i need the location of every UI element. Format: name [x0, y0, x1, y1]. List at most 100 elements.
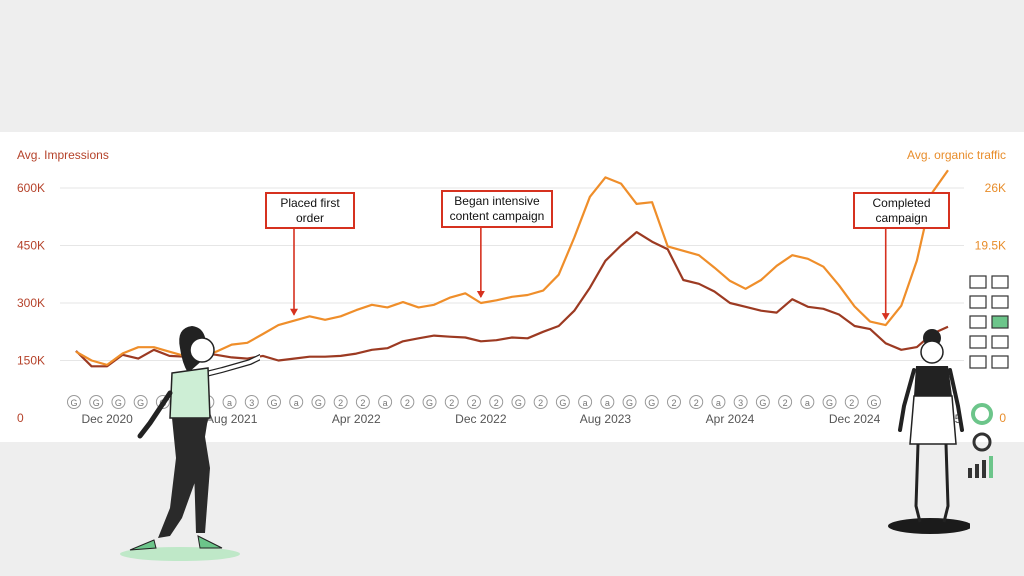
- event-marker-label: 3: [249, 398, 254, 408]
- event-marker-label: a: [583, 398, 588, 408]
- event-marker: [133, 395, 148, 409]
- event-marker: [378, 395, 393, 409]
- event-marker-label: a: [227, 398, 232, 408]
- event-marker: [422, 395, 437, 409]
- event-marker: [467, 395, 481, 409]
- left-tick-label: 0: [17, 411, 24, 425]
- event-marker: [400, 395, 415, 409]
- x-tick-label: Dec 2022: [455, 412, 507, 426]
- event-marker-label: 2: [694, 398, 699, 408]
- right-axis-title: Avg. organic traffic: [907, 148, 1006, 162]
- event-marker-label: 2: [471, 398, 476, 408]
- event-marker-label: 2: [538, 398, 543, 408]
- x-tick-label: Aug 2021: [206, 412, 258, 426]
- event-marker: [244, 395, 259, 409]
- x-tick-label: Dec 2020: [81, 412, 133, 426]
- annotation-arrowhead: [476, 291, 485, 298]
- event-marker: [667, 395, 681, 409]
- bar-chart-icon: [968, 456, 993, 478]
- x-tick-label: Apr 2024: [706, 412, 755, 426]
- event-marker: [778, 395, 793, 409]
- annotation-completed-campaign: Completed campaign: [853, 192, 950, 229]
- event-marker-label: G: [315, 398, 322, 408]
- event-marker-label: a: [716, 398, 721, 408]
- event-marker: [267, 395, 281, 409]
- event-marker: [333, 395, 348, 409]
- woman-standing-illustration: [888, 329, 970, 534]
- event-marker-label: G: [137, 398, 144, 408]
- event-marker-label: G: [93, 398, 100, 408]
- event-marker: [67, 395, 81, 409]
- event-marker-label: a: [605, 398, 610, 408]
- event-marker: [511, 395, 526, 409]
- event-marker-label: G: [70, 398, 77, 408]
- event-marker-label: G: [515, 398, 522, 408]
- left-tick-label: 300K: [17, 296, 45, 310]
- event-marker-label: 3: [738, 398, 743, 408]
- ring-icon: [972, 432, 992, 452]
- organic-traffic-line: [75, 169, 949, 366]
- annotation-arrowhead: [881, 313, 890, 321]
- event-marker: [600, 395, 615, 409]
- event-marker: [867, 395, 881, 409]
- event-marker: [689, 395, 704, 409]
- impressions-line: [75, 231, 949, 368]
- folder-icon: [969, 275, 1009, 369]
- event-marker-label: a: [294, 398, 299, 408]
- event-marker-label: a: [805, 398, 810, 408]
- event-marker: [444, 395, 459, 409]
- x-tick-label: Apr 2022: [332, 412, 381, 426]
- event-marker-label: G: [648, 398, 655, 408]
- event-marker: [800, 395, 815, 409]
- event-marker-label: G: [870, 398, 877, 408]
- annotation-began-content-campaign: Began intensive content campaign: [441, 190, 553, 228]
- event-marker: [89, 395, 104, 409]
- event-marker-label: 2: [783, 398, 788, 408]
- event-marker: [222, 395, 237, 409]
- event-marker: [111, 395, 126, 409]
- donut-chart-icon: [971, 403, 993, 425]
- event-marker-label: 2: [360, 398, 365, 408]
- event-marker: [533, 395, 548, 409]
- event-marker: [644, 395, 659, 409]
- x-tick-label: Dec 2024: [829, 412, 881, 426]
- event-marker: [622, 395, 637, 409]
- event-marker-label: 2: [405, 398, 410, 408]
- event-marker: [489, 395, 504, 409]
- event-marker-label: G: [759, 398, 766, 408]
- x-tick-label: Aug 2023: [580, 412, 632, 426]
- left-tick-label: 150K: [17, 354, 45, 368]
- event-marker-label: 2: [671, 398, 676, 408]
- event-marker-label: G: [826, 398, 833, 408]
- annotation-placed-first-order: Placed first order: [265, 192, 355, 229]
- event-marker: [733, 395, 748, 409]
- annotation-arrowhead: [290, 308, 298, 316]
- right-tick-label: 0: [999, 411, 1006, 425]
- event-marker-label: G: [115, 398, 122, 408]
- event-marker-label: G: [426, 398, 433, 408]
- event-marker-label: G: [270, 398, 277, 408]
- side-decoration-icons: [968, 275, 1009, 478]
- event-marker: [289, 395, 304, 409]
- right-tick-label: 26K: [985, 181, 1006, 195]
- event-marker: [555, 395, 570, 409]
- event-marker: [711, 395, 726, 409]
- event-marker-label: G: [626, 398, 633, 408]
- event-marker-label: G: [559, 398, 566, 408]
- woman-pointing-illustration: [120, 326, 260, 561]
- right-tick-label: 19.5K: [975, 239, 1006, 253]
- left-axis-title: Avg. Impressions: [17, 148, 109, 162]
- event-marker: [844, 395, 859, 409]
- event-marker-label: a: [383, 398, 388, 408]
- left-tick-label: 450K: [17, 239, 45, 253]
- event-marker: [822, 395, 837, 409]
- event-marker: [355, 395, 370, 409]
- event-marker: [755, 395, 770, 409]
- event-marker-label: 2: [338, 398, 343, 408]
- event-marker: [311, 395, 326, 409]
- event-marker-label: 2: [449, 398, 454, 408]
- left-tick-label: 600K: [17, 181, 45, 195]
- event-marker: [578, 395, 593, 409]
- event-marker-label: 2: [849, 398, 854, 408]
